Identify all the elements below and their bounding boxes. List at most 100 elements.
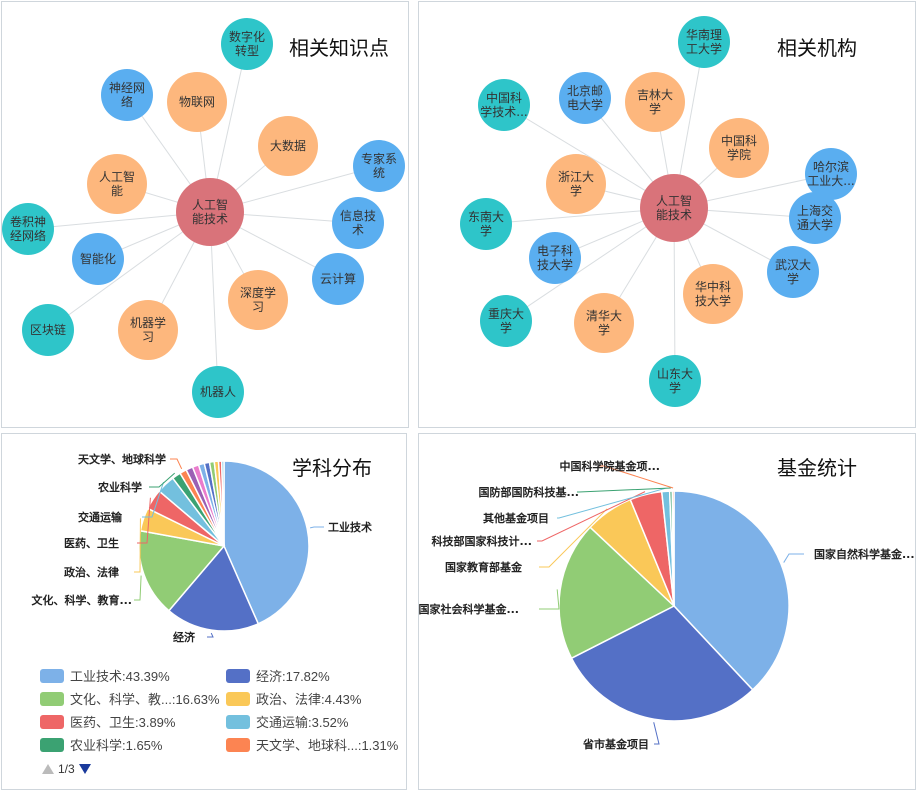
institutions-node-label: 中国科 bbox=[721, 133, 757, 148]
legend-label: 医药、卫生:3.89% bbox=[70, 715, 176, 730]
knowledge-node-label: 经网络 bbox=[10, 228, 46, 243]
legend-item[interactable]: 医药、卫生:3.89% bbox=[40, 712, 175, 731]
knowledge-node[interactable]: 区块链 bbox=[22, 304, 74, 356]
knowledge-node-circle bbox=[101, 69, 153, 121]
institutions-node[interactable]: 中国科学院 bbox=[709, 118, 769, 178]
knowledge-node[interactable]: 物联网 bbox=[167, 72, 227, 132]
legend-item[interactable]: 农业科学:1.65% bbox=[40, 735, 162, 754]
institutions-node-label: 学 bbox=[598, 322, 610, 337]
knowledge-node-label: 物联网 bbox=[179, 95, 215, 109]
knowledge-node[interactable]: 机器人 bbox=[192, 366, 244, 418]
legend-label: 农业科学:1.65% bbox=[70, 738, 163, 753]
subjects-leader-line bbox=[170, 458, 183, 470]
legend-label: 工业技术:43.39% bbox=[70, 669, 170, 684]
knowledge-panel-title: 相关知识点 bbox=[289, 36, 389, 60]
funds-slice[interactable] bbox=[570, 605, 754, 722]
funds-slice[interactable] bbox=[671, 490, 675, 607]
knowledge-node-circle bbox=[332, 197, 384, 249]
legend-swatch bbox=[226, 668, 250, 683]
funds-slice-label: 国家教育部基金 bbox=[445, 560, 523, 574]
knowledge-node-label: 云计算 bbox=[320, 271, 356, 286]
institutions-node-label: 学 bbox=[669, 380, 681, 395]
funds-leader-line bbox=[539, 508, 608, 568]
legend-label: 政治、法律:4.43% bbox=[256, 692, 362, 707]
funds-slice-label: 科技部国家科技计... bbox=[431, 534, 532, 548]
knowledge-center-node-label: 能技术 bbox=[192, 212, 228, 226]
subjects-slice[interactable] bbox=[220, 460, 225, 547]
institutions-node-label: 工业大... bbox=[807, 174, 854, 188]
institutions-node-label: 学 bbox=[649, 101, 661, 116]
legend-item[interactable]: 文化、科学、教...:16.63% bbox=[40, 689, 220, 708]
knowledge-node-label: 习 bbox=[142, 330, 154, 344]
knowledge-node-circle bbox=[87, 154, 147, 214]
legend-item[interactable]: 政治、法律:4.43% bbox=[226, 689, 361, 708]
knowledge-node-circle bbox=[312, 253, 364, 305]
institutions-node-label: 重庆大 bbox=[488, 307, 524, 321]
knowledge-node-label: 统 bbox=[373, 166, 385, 180]
subjects-slice[interactable] bbox=[138, 529, 226, 612]
knowledge-node-label: 机器学 bbox=[130, 315, 166, 330]
institutions-panel: 人工智 能技术 华南理 工大学中国科 学技术... 北京邮 电大学 吉林大学中国科 学院 哈尔滨工… bbox=[418, 1, 916, 428]
legend-item[interactable]: 交通运输:3.52% bbox=[226, 712, 348, 731]
institutions-node[interactable]: 哈尔滨工业大... bbox=[805, 148, 857, 200]
subjects-slice[interactable] bbox=[223, 460, 310, 625]
institutions-node-label: 学 bbox=[500, 320, 512, 335]
funds-slice-label: 省市基金项目 bbox=[582, 737, 649, 751]
institutions-node[interactable]: 中国科学技术... bbox=[478, 79, 530, 131]
knowledge-node-label: 卷积神 bbox=[10, 214, 46, 229]
legend-item[interactable]: 天文学、地球科...:1.31% bbox=[226, 735, 398, 754]
knowledge-node-label: 络 bbox=[121, 94, 133, 109]
previous-page-icon[interactable] bbox=[42, 764, 54, 774]
knowledge-node[interactable]: 云计算 bbox=[312, 253, 364, 305]
legend-item[interactable]: 工业技术:43.39% bbox=[40, 666, 170, 685]
institutions-node-label: 清华大 bbox=[586, 309, 622, 323]
funds-slice[interactable] bbox=[673, 490, 790, 691]
funds-slice[interactable] bbox=[558, 526, 676, 660]
legend-label: 文化、科学、教...:16.63% bbox=[70, 692, 220, 707]
subjects-leader-line bbox=[134, 518, 141, 573]
institutions-node-circle bbox=[559, 72, 611, 124]
knowledge-node[interactable]: 大数据 bbox=[258, 116, 318, 176]
institutions-node-circle bbox=[805, 148, 857, 200]
institutions-node-label: 工大学 bbox=[686, 41, 722, 56]
subjects-slice-label: 政治、法律 bbox=[64, 565, 119, 579]
institutions-node-label: 技大学 bbox=[695, 293, 731, 308]
legend-item[interactable]: 经济:17.82% bbox=[226, 666, 330, 685]
next-page-icon[interactable] bbox=[78, 764, 91, 774]
institutions-node-label: 学 bbox=[787, 271, 799, 286]
knowledge-node[interactable]: 智能化 bbox=[72, 233, 124, 285]
knowledge-node-circle bbox=[72, 233, 124, 285]
knowledge-network-chart: 人工智能技术数字化转型物联网神经网络大数据专家系统人工智能信息技术卷积神经网络智… bbox=[2, 18, 405, 418]
institutions-node-label: 华中科 bbox=[695, 279, 731, 294]
funds-leader-line bbox=[653, 722, 660, 745]
subjects-leader-line bbox=[207, 632, 214, 638]
subjects-slice[interactable] bbox=[167, 544, 260, 632]
institutions-node-circle bbox=[460, 198, 512, 250]
knowledge-panel: 人工智 能技术 数字化 转型 物联网 神经网络大数据 专家系统人工智能信息技术卷积神 经网络智… bbox=[1, 1, 409, 428]
knowledge-node-label: 信息技 bbox=[340, 208, 376, 223]
subjects-leader-line bbox=[310, 526, 324, 529]
subjects-slice-label: 文化、科学、教育... bbox=[31, 593, 132, 607]
